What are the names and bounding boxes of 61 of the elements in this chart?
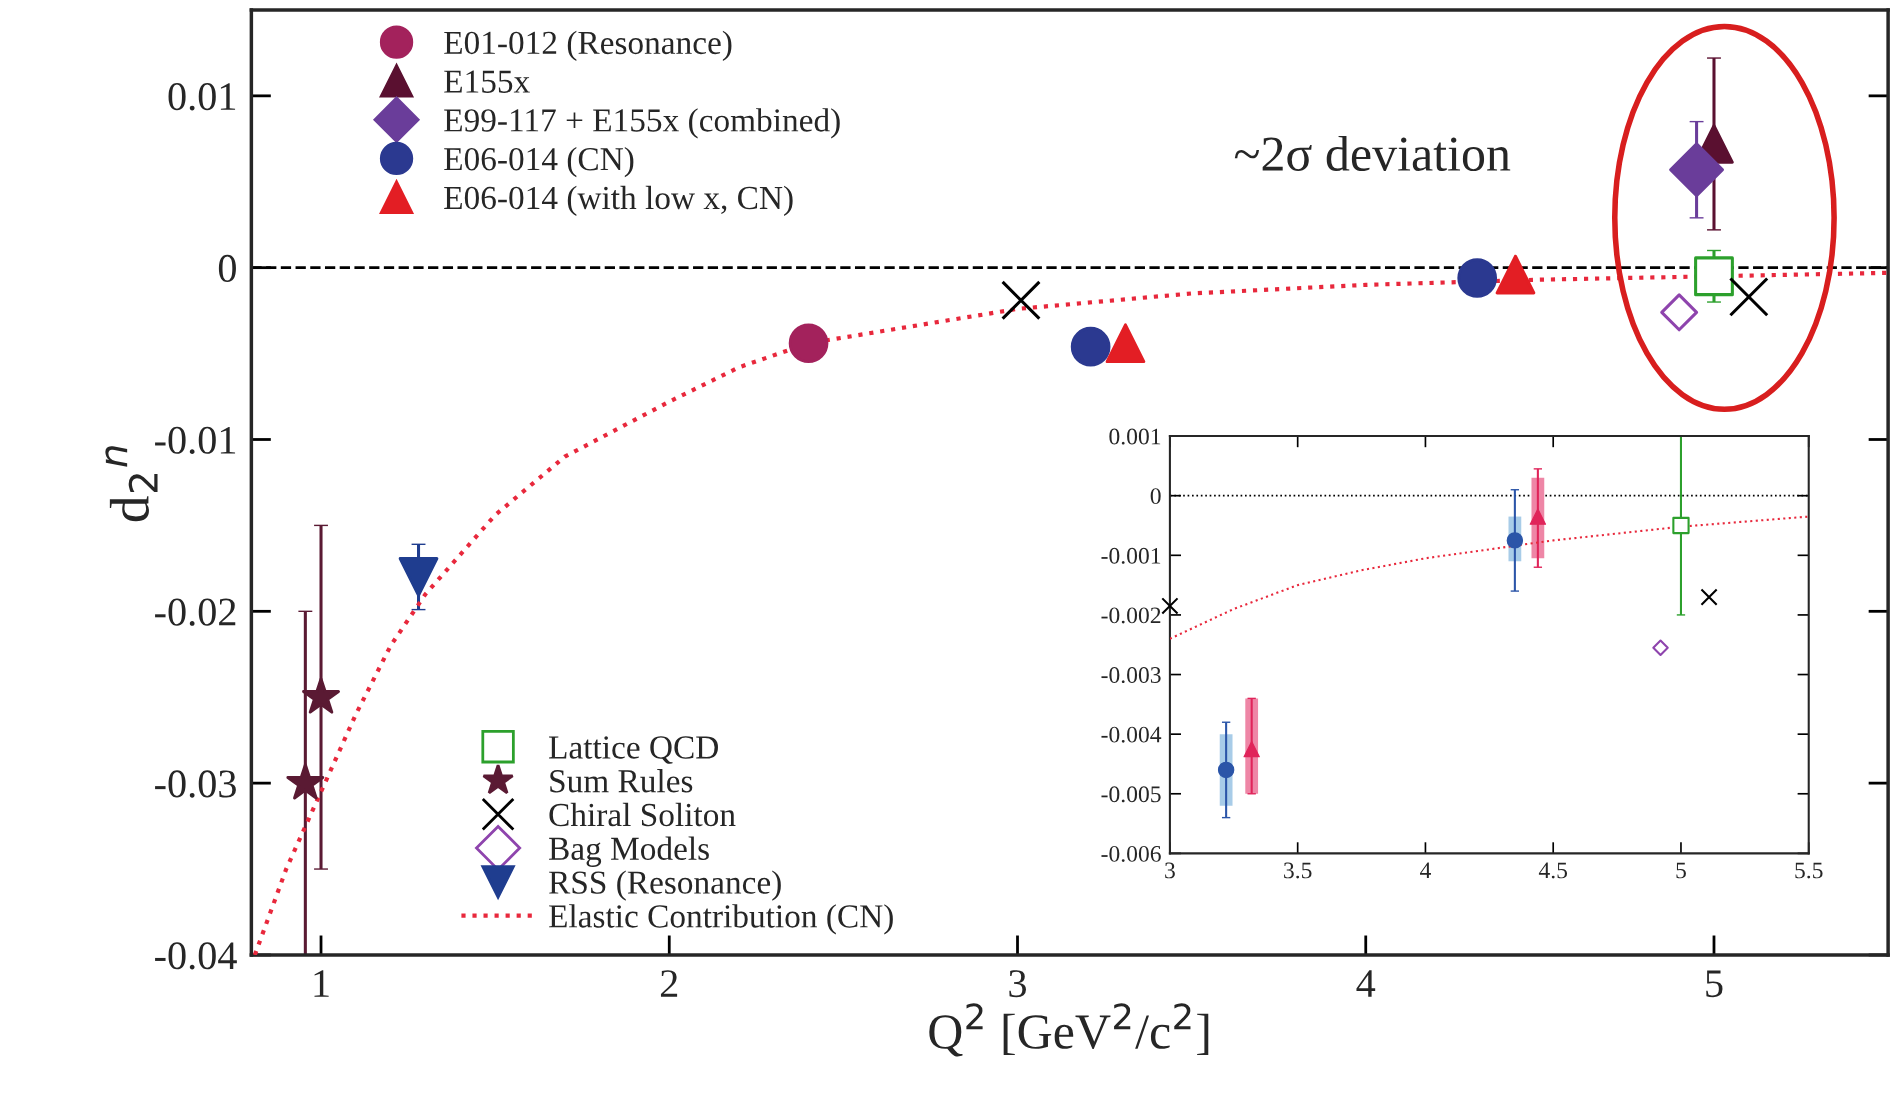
point (1660, 293, 1699, 332)
point (788, 323, 829, 364)
point (1070, 326, 1111, 367)
point (1495, 254, 1536, 295)
x-tick-label: 3 (1165, 862, 1175, 879)
y-tick-label: -0.03 (155, 770, 236, 798)
legend-label: E155x (444, 70, 530, 93)
y-tick-label: -0.003 (1101, 667, 1161, 684)
x-tick-label: 4 (1420, 862, 1431, 879)
y-axis-title: d$_{2}$$^{n}$ (105, 446, 158, 522)
point (1700, 588, 1718, 606)
y-tick-label: -0.01 (155, 426, 236, 455)
point (1105, 323, 1146, 364)
point (1243, 740, 1260, 758)
point (1728, 276, 1769, 317)
y-tick-label: 0.001 (1109, 428, 1161, 445)
y-tick-label: -0.004 (1101, 726, 1162, 743)
x-tick-label: 1 (314, 970, 329, 997)
point (1457, 258, 1498, 298)
point (398, 557, 439, 597)
x-tick-label: 5 (1706, 970, 1723, 998)
legend-label: E06-014 (CN) (444, 146, 634, 178)
x-tick-label: 5.5 (1795, 862, 1823, 879)
legend-label: Elastic Contribution (CN) (549, 904, 893, 935)
y-tick-label: 0 (218, 254, 236, 283)
legend-label: Lattice QCD (549, 736, 718, 764)
y-tick-label: -0.04 (155, 942, 237, 970)
x-tick-label: 2 (660, 970, 678, 997)
point (302, 677, 340, 714)
x-tick-label: 4 (1356, 970, 1376, 997)
line-series (1169, 515, 1809, 640)
legend-label: E06-014 (with low x, CN) (444, 185, 793, 216)
point (1672, 516, 1690, 535)
point (1001, 280, 1041, 321)
x-tick-label: 5 (1676, 862, 1686, 879)
y-tick-label: 0 (1150, 488, 1161, 505)
y-tick-label: -0.005 (1101, 786, 1161, 803)
legend-label: Bag Models (549, 836, 709, 867)
point (1506, 532, 1524, 549)
point (1161, 597, 1179, 615)
y-tick-label: -0.006 (1101, 845, 1161, 862)
legend-label: Chiral Soliton (549, 802, 736, 827)
point (1669, 142, 1725, 198)
y-tick-label: -0.001 (1101, 547, 1161, 564)
x-axis-title: Q$^{2}$ [GeV$^{2}$/c$^{2}$] (929, 1003, 1209, 1057)
legend-label: E01-012 (Resonance) (444, 30, 732, 61)
y-tick-label: -0.002 (1101, 607, 1161, 624)
point (1652, 639, 1669, 656)
legend-label: Sum Rules (550, 769, 693, 793)
legend-label: RSS (Resonance) (549, 870, 781, 901)
y-tick-label: -0.02 (155, 598, 236, 626)
y-tick-label: 0.01 (168, 83, 236, 111)
point (1694, 256, 1734, 297)
x-tick-label: 4.5 (1538, 862, 1568, 879)
x-tick-label: 3 (1009, 970, 1026, 998)
legend-label: E99-117 + E155x (combined) (444, 108, 840, 139)
point (286, 763, 325, 800)
annotation: ~2σ deviation (1234, 135, 1511, 172)
x-tick-label: 3.5 (1284, 862, 1312, 879)
point (1217, 761, 1235, 779)
point (1529, 508, 1547, 525)
